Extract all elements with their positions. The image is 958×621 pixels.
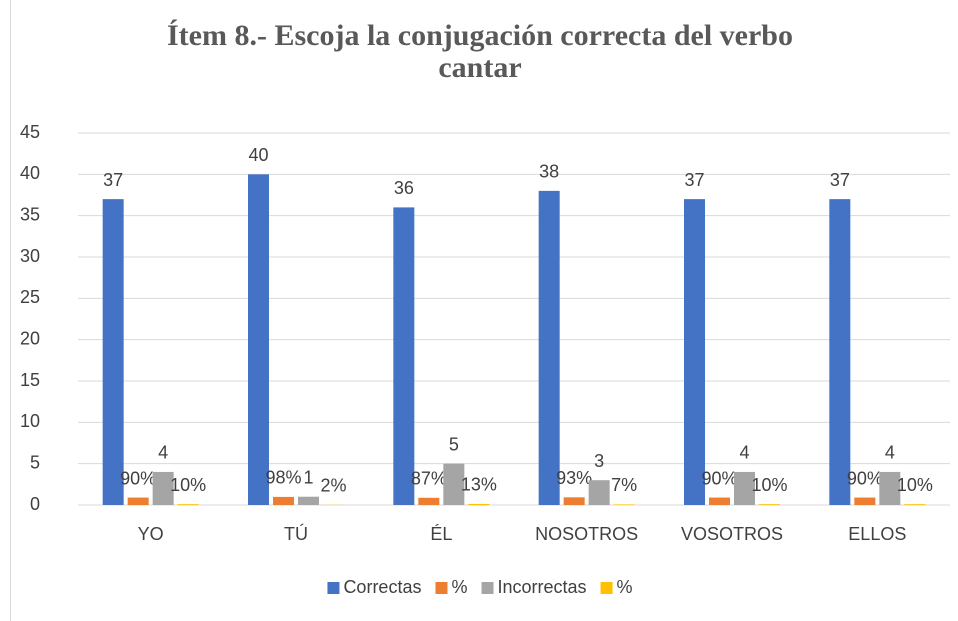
data-label: 10% bbox=[897, 475, 933, 495]
data-label: 4 bbox=[158, 443, 168, 463]
chart-border bbox=[10, 0, 11, 621]
data-label: 37 bbox=[103, 170, 123, 190]
bar bbox=[684, 199, 705, 505]
data-label: 38 bbox=[539, 162, 559, 182]
bar bbox=[393, 207, 415, 505]
data-label: 7% bbox=[611, 475, 637, 495]
chart-title: cantar bbox=[438, 51, 521, 84]
y-tick-label: 15 bbox=[20, 370, 40, 390]
bar bbox=[248, 174, 269, 506]
data-label: 4 bbox=[739, 443, 749, 463]
x-tick-label: ELLOS bbox=[848, 524, 906, 544]
data-label: 90% bbox=[120, 468, 156, 488]
bar bbox=[152, 471, 174, 505]
data-label: 98% bbox=[265, 468, 301, 488]
legend-label: Correctas bbox=[343, 577, 421, 597]
data-label: 10% bbox=[751, 475, 787, 495]
bar bbox=[538, 190, 560, 505]
data-label: 13% bbox=[461, 475, 497, 495]
bar bbox=[879, 471, 901, 505]
y-tick-label: 35 bbox=[20, 204, 40, 224]
bar bbox=[734, 471, 755, 505]
bar bbox=[709, 497, 730, 505]
bar bbox=[443, 463, 465, 505]
x-tick-label: NOSOTROS bbox=[535, 524, 638, 544]
data-label: 5 bbox=[449, 434, 459, 454]
data-label: 36 bbox=[394, 178, 414, 198]
y-tick-label: 5 bbox=[30, 452, 40, 472]
bar bbox=[418, 497, 440, 505]
bar bbox=[177, 504, 199, 505]
y-tick-label: 40 bbox=[20, 163, 40, 183]
bar bbox=[759, 504, 780, 505]
bar bbox=[468, 503, 490, 505]
bar bbox=[613, 504, 635, 505]
data-label: 40 bbox=[248, 145, 268, 165]
bar bbox=[904, 504, 926, 505]
data-label: 4 bbox=[885, 443, 895, 463]
y-tick-label: 45 bbox=[20, 122, 40, 142]
y-tick-label: 30 bbox=[20, 246, 40, 266]
bar bbox=[588, 480, 610, 505]
data-label: 93% bbox=[556, 468, 592, 488]
data-label: 87% bbox=[411, 469, 447, 489]
y-tick-label: 25 bbox=[20, 287, 40, 307]
chart-title: Ítem 8.- Escoja la conjugación correcta … bbox=[167, 19, 793, 52]
bar bbox=[298, 496, 319, 505]
x-tick-label: TÚ bbox=[284, 523, 308, 544]
data-label: 10% bbox=[170, 475, 206, 495]
legend-label: % bbox=[617, 577, 633, 597]
data-label: 37 bbox=[830, 170, 850, 190]
data-label: 3 bbox=[594, 451, 604, 471]
y-tick-label: 20 bbox=[20, 328, 40, 348]
x-tick-label: YO bbox=[138, 524, 164, 544]
data-label: 90% bbox=[701, 468, 737, 488]
data-label: 2% bbox=[320, 476, 346, 496]
legend-swatch bbox=[327, 582, 340, 594]
bar bbox=[829, 199, 851, 505]
bar bbox=[854, 497, 876, 505]
legend-swatch bbox=[600, 582, 613, 594]
x-tick-label: ÉL bbox=[430, 524, 452, 544]
data-label: 90% bbox=[847, 468, 883, 488]
data-label: 1 bbox=[303, 467, 313, 487]
x-tick-label: VOSOTROS bbox=[681, 524, 783, 544]
y-tick-label: 10 bbox=[20, 411, 40, 431]
legend-swatch bbox=[435, 582, 448, 594]
y-tick-label: 0 bbox=[30, 494, 40, 514]
data-label: 37 bbox=[684, 170, 704, 190]
legend-label: Incorrectas bbox=[497, 577, 586, 597]
legend-swatch bbox=[481, 582, 494, 594]
bar bbox=[273, 496, 294, 505]
legend-label: % bbox=[451, 577, 467, 597]
bar bbox=[102, 199, 124, 505]
bar bbox=[127, 497, 149, 505]
bar bbox=[563, 497, 585, 505]
